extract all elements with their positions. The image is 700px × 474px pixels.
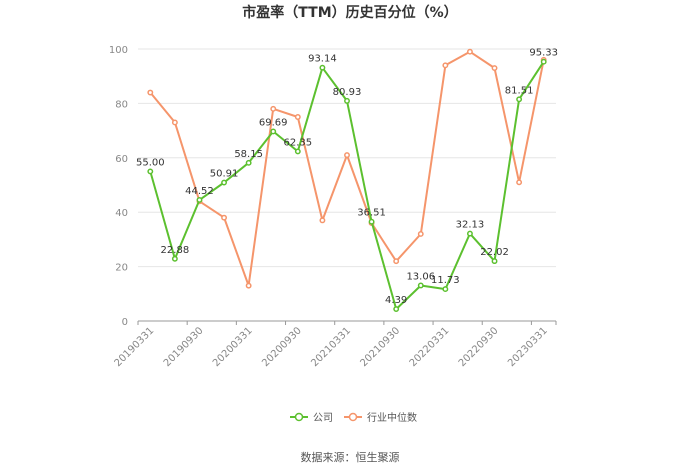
y-tick-label: 0 xyxy=(122,317,128,328)
data-point xyxy=(147,89,154,96)
data-point xyxy=(294,114,301,120)
data-label: 22.02 xyxy=(480,247,509,258)
data-label: 36.51 xyxy=(357,208,386,219)
x-tick-label: 20200930 xyxy=(260,325,304,369)
data-label: 58.15 xyxy=(234,149,263,160)
data-label: 11.73 xyxy=(431,275,460,286)
x-tick-label: 20190930 xyxy=(162,325,206,369)
x-tick-label: 20190331 xyxy=(113,325,157,369)
data-point xyxy=(270,128,277,135)
data-point xyxy=(516,96,523,103)
data-point xyxy=(540,58,547,65)
data-point xyxy=(466,48,473,55)
data-label: 13.06 xyxy=(406,271,435,282)
series-layer xyxy=(147,48,547,313)
legend-label: 公司 xyxy=(313,413,333,424)
data-point xyxy=(516,179,523,186)
data-point xyxy=(442,62,449,69)
legend-marker xyxy=(294,412,304,422)
data-point xyxy=(147,168,154,175)
data-label: 22.88 xyxy=(161,245,190,256)
y-tick-label: 60 xyxy=(115,154,128,165)
x-tick-label: 20220930 xyxy=(457,325,501,369)
data-point xyxy=(344,152,350,159)
data-point xyxy=(171,255,178,262)
data-label: 4.39 xyxy=(385,295,407,306)
data-point xyxy=(442,286,449,293)
y-tick-label: 80 xyxy=(115,99,128,110)
y-tick-label: 20 xyxy=(115,263,128,274)
data-point xyxy=(417,282,424,289)
data-point xyxy=(417,231,424,237)
data-point xyxy=(393,258,400,265)
data-label: 44.52 xyxy=(185,186,214,197)
data-point xyxy=(319,217,326,224)
data-point xyxy=(245,282,252,289)
data-point xyxy=(319,64,326,71)
data-point xyxy=(491,65,498,71)
data-label: 50.91 xyxy=(210,169,239,180)
data-label: 69.69 xyxy=(259,117,288,128)
data-point xyxy=(270,105,277,112)
x-tick-label: 20230331 xyxy=(506,325,550,369)
labels-layer: 55.00 22.88 44.52 50.91 58.15 69.69 62.35 93.14… xyxy=(136,48,558,306)
legend-marker xyxy=(348,412,358,422)
data-point xyxy=(393,306,400,313)
data-point xyxy=(245,159,252,166)
y-tick-label: 100 xyxy=(109,45,128,56)
data-point xyxy=(368,218,375,225)
chart-title: 市盈率（TTM）历史百分位（%） xyxy=(242,4,457,21)
data-label: 93.14 xyxy=(308,54,337,65)
data-point xyxy=(171,119,178,126)
legend: 公司 行业中位数 xyxy=(290,411,417,424)
y-tick-label: 40 xyxy=(115,208,128,219)
x-tick-label: 20200331 xyxy=(211,325,255,369)
data-label: 32.13 xyxy=(456,220,485,231)
data-label: 80.93 xyxy=(333,87,362,98)
x-tick-label: 20210930 xyxy=(359,325,403,369)
data-point xyxy=(466,230,473,237)
data-point xyxy=(344,97,350,104)
data-label: 55.00 xyxy=(136,157,165,168)
legend-label: 行业中位数 xyxy=(367,411,417,424)
data-label: 95.33 xyxy=(529,48,558,59)
data-point xyxy=(221,214,228,221)
data-point xyxy=(294,148,301,155)
data-point xyxy=(491,258,498,265)
x-tick-label: 20220331 xyxy=(408,325,452,369)
data-point xyxy=(221,179,228,186)
source-note: 数据来源：恒生聚源 xyxy=(301,450,400,464)
data-point xyxy=(196,196,203,203)
data-label: 81.51 xyxy=(505,85,534,96)
data-label: 62.35 xyxy=(284,137,313,148)
x-tick-label: 20210331 xyxy=(309,325,353,369)
